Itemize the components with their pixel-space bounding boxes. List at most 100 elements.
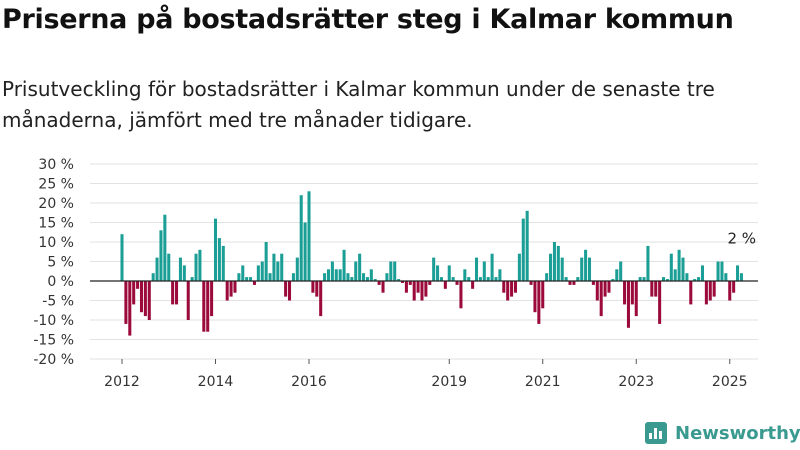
bar [494,277,498,281]
bar [658,281,662,324]
bar [120,234,124,281]
bar [171,281,175,305]
bar [634,281,638,317]
bar [739,273,743,281]
bar [307,191,311,281]
y-axis-ticks: 30 % 25 % 20 % 15 % 10 % 5 % 0 % -5 % -10 % -15 %… [33,157,74,368]
bar [393,261,397,281]
bar [517,253,521,281]
bar [210,281,214,317]
bar [626,281,630,328]
bar [136,281,140,289]
y-tick-label: -5 % [42,294,74,310]
bar [673,269,677,281]
y-tick-label: -15 % [33,333,74,349]
bar [665,279,669,281]
bar [545,273,549,281]
y-tick-label: 15 % [38,216,74,232]
bar [642,277,646,281]
newsworthy-logo: Newsworthy [645,418,800,448]
bar [510,281,514,297]
bar [326,269,330,281]
bar [381,281,385,293]
bar [681,257,685,281]
bar [552,242,556,281]
bar [584,249,588,281]
bar [467,277,471,281]
bar [603,281,607,297]
bar [377,281,381,285]
bar [451,277,455,281]
bar [529,281,533,285]
bar [475,257,479,281]
bar [252,281,256,285]
bar [241,265,245,281]
bar [513,281,517,293]
bar-chart-icon [645,422,667,444]
bar [704,281,708,305]
bar [139,281,143,313]
bar [225,281,229,301]
bar [385,273,389,281]
bar [619,261,623,281]
bar [397,279,401,281]
bar [712,281,716,297]
bar [404,281,408,293]
bar [724,273,728,281]
bar [560,257,564,281]
bar [280,253,284,281]
bar [689,281,693,305]
bar [685,273,689,281]
y-tick-label: -10 % [33,313,74,329]
bar [506,281,510,301]
bar [580,257,584,281]
bar [229,281,233,297]
bar [245,277,249,281]
bar [147,281,151,320]
bar [276,261,280,281]
y-tick-label: 0 % [47,274,74,290]
bar [447,265,451,281]
bar [728,281,732,301]
bar [299,195,303,281]
bar [525,210,529,281]
bar [217,238,221,281]
bar [319,281,323,317]
bar [638,277,642,281]
bar [237,273,241,281]
y-tick-label: -20 % [33,352,74,368]
bar [342,249,346,281]
bar [128,281,132,336]
bar [650,281,654,297]
bar [736,265,740,281]
bar [564,277,568,281]
bar [424,281,428,297]
x-tick-label: 2023 [618,374,654,390]
bar [365,277,369,281]
y-tick-label: 30 % [38,157,74,173]
bar [693,279,697,281]
bar [167,253,171,281]
bar [443,281,447,289]
bar [249,277,253,281]
bar [268,273,272,281]
bar [568,281,572,285]
bar [716,261,720,281]
bar [288,281,292,301]
bar [284,281,288,297]
bar [599,281,603,317]
bar [432,257,436,281]
x-tick-label: 2025 [712,374,748,390]
y-tick-label: 25 % [38,177,74,193]
bar [358,253,362,281]
bar [163,214,167,281]
bar [471,281,475,289]
bar [482,261,486,281]
bar [124,281,128,324]
bar [346,273,350,281]
bar [264,242,268,281]
bar [720,261,724,281]
bar [490,253,494,281]
bar [549,253,553,281]
bar [502,281,506,293]
